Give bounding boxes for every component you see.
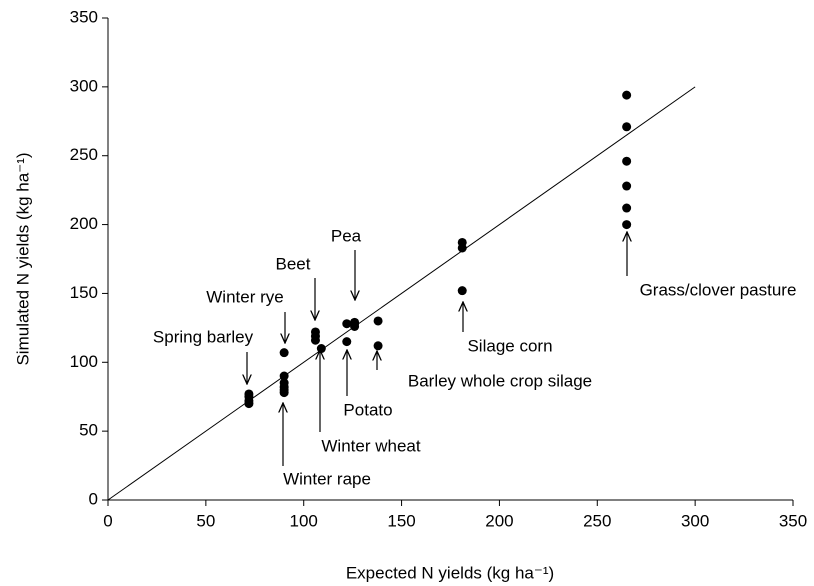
point	[373, 341, 383, 351]
annotation: Barley whole crop silage	[408, 371, 592, 390]
y-tick-label: 150	[70, 283, 98, 302]
point	[316, 344, 326, 354]
y-tick-label: 250	[70, 145, 98, 164]
annotation: Potato	[343, 400, 392, 419]
x-tick-label: 50	[196, 511, 215, 530]
annotation: Winter rape	[283, 469, 371, 488]
y-tick-label: 200	[70, 214, 98, 233]
point	[622, 122, 632, 132]
point	[342, 337, 352, 347]
point	[342, 319, 352, 329]
x-axis-label: Expected N yields (kg ha⁻¹)	[346, 563, 554, 582]
annotation: Beet	[276, 254, 311, 273]
annotation: Silage corn	[467, 336, 552, 355]
annotation: Winter wheat	[321, 436, 420, 455]
annotation: Spring barley	[153, 327, 254, 346]
point	[310, 335, 320, 345]
annotation: Grass/clover pasture	[640, 280, 797, 299]
point	[279, 348, 289, 358]
y-tick-label: 0	[89, 489, 98, 508]
point	[622, 181, 632, 191]
annotation: Pea	[331, 226, 362, 245]
annotation: Winter rye	[206, 287, 283, 306]
y-tick-label: 300	[70, 76, 98, 95]
point	[373, 316, 383, 326]
y-axis-label: Simulated N yields (kg ha⁻¹)	[13, 152, 32, 365]
point	[279, 371, 289, 381]
y-tick-label: 50	[79, 421, 98, 440]
point	[622, 90, 632, 100]
point	[457, 286, 467, 296]
x-tick-label: 350	[779, 511, 807, 530]
point	[622, 156, 632, 166]
reference-line	[107, 86, 696, 501]
x-tick-label: 300	[681, 511, 709, 530]
point	[622, 203, 632, 213]
y-tick-label: 350	[70, 7, 98, 26]
point	[457, 243, 467, 253]
x-tick-label: 0	[103, 511, 112, 530]
x-tick-label: 150	[387, 511, 415, 530]
point	[279, 388, 289, 398]
x-tick-label: 250	[583, 511, 611, 530]
point	[350, 319, 360, 329]
x-tick-label: 100	[290, 511, 318, 530]
point	[622, 220, 632, 230]
point	[244, 389, 254, 399]
y-tick-label: 100	[70, 352, 98, 371]
x-tick-label: 200	[485, 511, 513, 530]
